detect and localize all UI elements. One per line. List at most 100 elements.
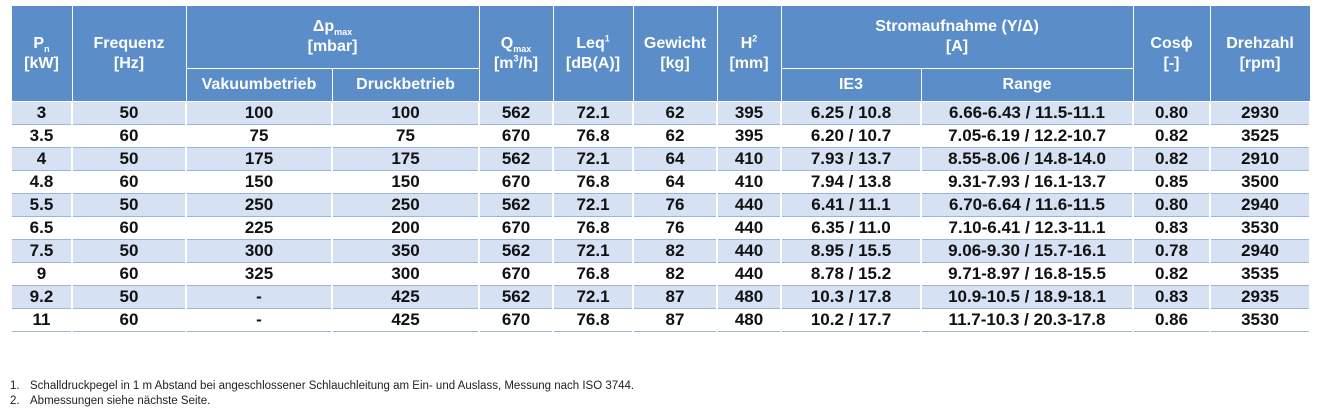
- footnote: 1. Schalldruckpegel in 1 m Abstand bei an…: [10, 379, 634, 394]
- cell-druckbetrieb: 425: [331, 308, 480, 332]
- cell-druckbetrieb: 350: [331, 239, 480, 263]
- cell-range: 7.10-6.41 / 12.3-11.1: [919, 216, 1135, 240]
- cell-q-max: 670: [478, 124, 554, 148]
- cell-drehzahl: 3530: [1209, 216, 1312, 240]
- cell-leq: 72.1: [552, 193, 634, 217]
- cell-range: 9.06-9.30 / 15.7-16.1: [919, 239, 1135, 263]
- cell-pn: 9: [10, 262, 73, 286]
- cell-range: 6.66-6.43 / 11.5-11.1: [919, 101, 1135, 125]
- cell-druckbetrieb: 100: [331, 101, 480, 125]
- cell-druckbetrieb: 250: [331, 193, 480, 217]
- header-druckbetrieb: Druckbetrieb: [331, 68, 480, 102]
- footnote-text: Schalldruckpegel in 1 m Abstand bei ange…: [30, 380, 635, 392]
- footnote: 2. Abmessungen siehe nächste Seite.: [10, 394, 634, 409]
- header-drehzahl: Drehzahl [rpm]: [1209, 5, 1311, 102]
- header-frequenz: Frequenz [Hz]: [71, 5, 187, 102]
- cell-range: 7.05-6.19 / 12.2-10.7: [919, 124, 1135, 148]
- cell-frequenz: 60: [71, 308, 187, 332]
- cell-vakuumbetrieb: 100: [185, 101, 333, 125]
- cell-ie3: 7.93 / 13.7: [780, 147, 922, 171]
- cell-ie3: 6.20 / 10.7: [780, 124, 922, 148]
- cropped-heading-fragment: [0, 0, 140, 4]
- cell-h: 440: [716, 193, 782, 217]
- cell-gewicht: 76: [632, 216, 718, 240]
- table-row: 6.5 60 225 200 670 76.8 76 440 6.35 / 11.0 7.10-6…: [10, 216, 1312, 240]
- cell-leq: 76.8: [552, 124, 634, 148]
- cell-druckbetrieb: 425: [331, 285, 480, 309]
- cell-vakuumbetrieb: 300: [185, 239, 333, 263]
- cell-frequenz: 50: [71, 147, 187, 171]
- cell-pn: 7.5: [10, 239, 73, 263]
- cell-q-max: 670: [478, 308, 554, 332]
- cell-pn: 4.8: [10, 170, 73, 194]
- cell-h: 395: [716, 101, 782, 125]
- cell-range: 10.9-10.5 / 18.9-18.1: [919, 285, 1135, 309]
- footnote-number: 2.: [10, 395, 20, 407]
- cell-druckbetrieb: 300: [331, 262, 480, 286]
- cell-vakuumbetrieb: 75: [185, 124, 333, 148]
- table-header: Pn [kW] Frequenz [Hz] Δpmax [mbar] Qmax …: [10, 5, 1311, 102]
- cell-cos-phi: 0.85: [1132, 170, 1212, 194]
- cell-h: 410: [716, 170, 782, 194]
- cell-vakuumbetrieb: 225: [185, 216, 333, 240]
- cell-q-max: 562: [478, 101, 554, 125]
- cell-range: 9.31-7.93 / 16.1-13.7: [919, 170, 1135, 194]
- header-pn: Pn [kW]: [10, 5, 73, 102]
- header-cos-phi: Cosϕ [-]: [1132, 5, 1211, 102]
- cell-gewicht: 87: [632, 285, 718, 309]
- header-range: Range: [920, 68, 1134, 102]
- cell-ie3: 6.35 / 11.0: [780, 216, 922, 240]
- cell-q-max: 670: [478, 170, 554, 194]
- cell-q-max: 562: [478, 193, 554, 217]
- cell-vakuumbetrieb: 150: [185, 170, 333, 194]
- table-row: 9 60 325 300 670 76.8 82 440 8.78 / 15.2 9.71-8.9…: [10, 262, 1312, 286]
- cell-frequenz: 50: [71, 101, 187, 125]
- spec-table: Pn [kW] Frequenz [Hz] Δpmax [mbar] Qmax …: [10, 5, 1312, 332]
- cell-cos-phi: 0.82: [1132, 147, 1212, 171]
- cell-gewicht: 62: [632, 101, 718, 125]
- cell-q-max: 562: [478, 147, 554, 171]
- cell-gewicht: 87: [632, 308, 718, 332]
- cell-q-max: 562: [478, 285, 554, 309]
- cell-q-max: 562: [478, 239, 554, 263]
- header-gewicht: Gewicht [kg]: [632, 5, 718, 102]
- cell-pn: 4: [10, 147, 73, 171]
- cell-vakuumbetrieb: 175: [185, 147, 333, 171]
- header-delta-p: Δpmax [mbar]: [185, 5, 480, 69]
- cell-ie3: 6.41 / 11.1: [780, 193, 922, 217]
- cell-gewicht: 64: [632, 170, 718, 194]
- cell-drehzahl: 3530: [1209, 308, 1312, 332]
- footnote-text: Abmessungen siehe nächste Seite.: [30, 395, 211, 407]
- cell-cos-phi: 0.82: [1132, 262, 1212, 286]
- cell-frequenz: 50: [71, 193, 187, 217]
- cell-leq: 72.1: [552, 239, 634, 263]
- cell-gewicht: 64: [632, 147, 718, 171]
- table-row: 11 60-425 670 76.8 87 480 10.2 / 17.7 11.7-10.3…: [10, 308, 1312, 332]
- table-row: 3 50 100 100 562 72.1 62 395 6.25 / 10.8 6.66-6.4…: [10, 101, 1312, 125]
- table-row: 4.8 60 150 150 670 76.8 64 410 7.94 / 13.8 9.31-7…: [10, 170, 1312, 194]
- header-q-max: Qmax [m3/h]: [478, 5, 554, 102]
- cell-vakuumbetrieb: -: [185, 285, 333, 309]
- footnotes: 1. Schalldruckpegel in 1 m Abstand bei an…: [10, 379, 634, 409]
- cell-ie3: 8.78 / 15.2: [780, 262, 922, 286]
- cell-ie3: 8.95 / 15.5: [780, 239, 922, 263]
- cell-ie3: 7.94 / 13.8: [780, 170, 922, 194]
- cell-gewicht: 82: [632, 262, 718, 286]
- cell-cos-phi: 0.80: [1132, 193, 1212, 217]
- cell-cos-phi: 0.80: [1132, 101, 1212, 125]
- cell-leq: 72.1: [552, 285, 634, 309]
- cell-q-max: 670: [478, 216, 554, 240]
- table-row: 3.5 60 75 75 670 76.8 62 395 6.20 / 10.7 7.05-6.1…: [10, 124, 1312, 148]
- cell-pn: 6.5: [10, 216, 73, 240]
- cell-druckbetrieb: 200: [331, 216, 480, 240]
- cell-frequenz: 60: [71, 124, 187, 148]
- cell-range: 9.71-8.97 / 16.8-15.5: [919, 262, 1135, 286]
- cell-ie3: 6.25 / 10.8: [780, 101, 922, 125]
- cell-range: 8.55-8.06 / 14.8-14.0: [919, 147, 1135, 171]
- cell-h: 440: [716, 216, 782, 240]
- cell-pn: 3: [10, 101, 73, 125]
- cell-cos-phi: 0.78: [1132, 239, 1212, 263]
- cell-drehzahl: 2940: [1209, 193, 1312, 217]
- cell-pn: 11: [10, 308, 73, 332]
- header-leq: Leq1 [dB(A)]: [552, 5, 634, 102]
